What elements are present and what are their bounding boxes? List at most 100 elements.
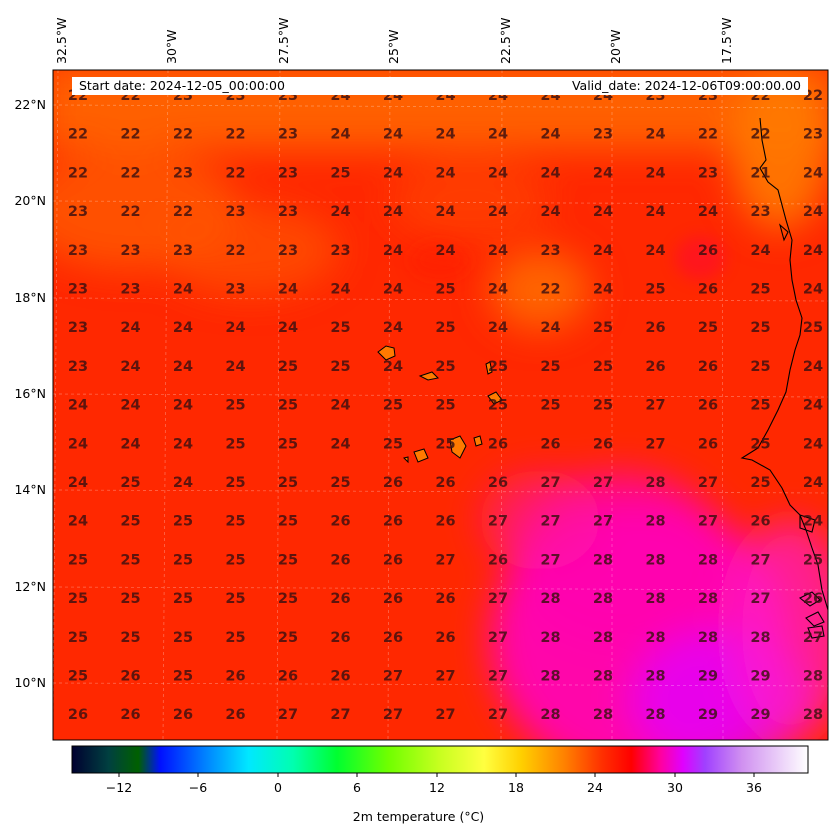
grid-value: 24 xyxy=(383,165,403,181)
grid-value: 25 xyxy=(225,630,245,646)
grid-value: 25 xyxy=(803,320,823,336)
grid-value: 24 xyxy=(173,359,193,375)
grid-value: 23 xyxy=(540,243,560,259)
grid-value: 25 xyxy=(435,282,455,298)
grid-value: 26 xyxy=(383,552,403,568)
grid-value: 24 xyxy=(750,243,770,259)
grid-value: 24 xyxy=(225,359,245,375)
grid-value: 26 xyxy=(120,707,140,723)
grid-value: 25 xyxy=(488,398,508,414)
grid-value: 22 xyxy=(173,204,193,220)
grid-value: 28 xyxy=(645,591,665,607)
grid-value: 25 xyxy=(593,320,613,336)
grid-value: 24 xyxy=(593,165,613,181)
grid-value: 24 xyxy=(383,320,403,336)
grid-value: 24 xyxy=(488,243,508,259)
grid-value: 27 xyxy=(593,514,613,530)
grid-value: 26 xyxy=(435,630,455,646)
grid-value: 25 xyxy=(750,398,770,414)
grid-value: 29 xyxy=(698,669,718,685)
lat-label: 12°N xyxy=(14,579,46,594)
grid-value: 29 xyxy=(750,669,770,685)
grid-value: 26 xyxy=(383,475,403,491)
grid-value: 23 xyxy=(278,243,298,259)
lon-label: 32.5°W xyxy=(54,17,69,64)
lat-label: 18°N xyxy=(14,290,46,305)
grid-value: 27 xyxy=(435,669,455,685)
cape-verde-islands xyxy=(377,345,503,464)
grid-value: 25 xyxy=(225,514,245,530)
grid-value: 25 xyxy=(173,514,193,530)
grid-value: 24 xyxy=(488,204,508,220)
grid-value: 22 xyxy=(173,127,193,143)
grid-value: 25 xyxy=(68,669,88,685)
grid-value: 25 xyxy=(278,591,298,607)
grid-value: 22 xyxy=(120,127,140,143)
grid-value: 26 xyxy=(435,514,455,530)
grid-value: 23 xyxy=(173,243,193,259)
grid-value: 26 xyxy=(593,436,613,452)
grid-value: 24 xyxy=(803,436,823,452)
grid-value: 26 xyxy=(750,514,770,530)
grid-value: 26 xyxy=(645,359,665,375)
grid-value: 28 xyxy=(645,552,665,568)
grid-value: 26 xyxy=(278,669,298,685)
grid-value: 22 xyxy=(120,165,140,181)
grid-value: 23 xyxy=(173,165,193,181)
header-bar: Start date: 2024-12-05_00:00:00 Valid_da… xyxy=(72,77,808,95)
colorbar-frame xyxy=(71,745,809,774)
grid-value: 23 xyxy=(593,127,613,143)
grid-value: 24 xyxy=(225,320,245,336)
grid-value: 24 xyxy=(173,436,193,452)
grid-value: 22 xyxy=(698,127,718,143)
lon-label: 27.5°W xyxy=(276,17,291,64)
grid-value: 24 xyxy=(68,398,88,414)
grid-value: 27 xyxy=(488,707,508,723)
grid-value: 28 xyxy=(593,552,613,568)
grid-value: 24 xyxy=(120,320,140,336)
grid-value: 24 xyxy=(330,127,350,143)
grid-value: 25 xyxy=(278,630,298,646)
grid-value: 25 xyxy=(225,398,245,414)
grid-value: 28 xyxy=(698,630,718,646)
grid-value: 24 xyxy=(593,243,613,259)
grid-value: 24 xyxy=(330,398,350,414)
grid-value: 25 xyxy=(120,514,140,530)
grid-value: 25 xyxy=(68,591,88,607)
grid-value: 26 xyxy=(383,630,403,646)
grid-value: 26 xyxy=(225,669,245,685)
grid-value: 28 xyxy=(698,552,718,568)
grid-value: 24 xyxy=(330,204,350,220)
grid-value: 25 xyxy=(278,436,298,452)
grid-value: 26 xyxy=(698,282,718,298)
grid-value: 25 xyxy=(383,436,403,452)
grid-value: 25 xyxy=(435,359,455,375)
grid-value: 24 xyxy=(645,127,665,143)
grid-value: 24 xyxy=(803,204,823,220)
grid-value: 26 xyxy=(330,591,350,607)
grid-value: 26 xyxy=(488,436,508,452)
grid-value: 25 xyxy=(540,398,560,414)
grid-value: 25 xyxy=(225,475,245,491)
colorbar-tick-label: 30 xyxy=(667,780,683,795)
grid-value: 26 xyxy=(803,591,823,607)
grid-value: 24 xyxy=(383,243,403,259)
grid-value: 27 xyxy=(278,707,298,723)
grid-value: 23 xyxy=(698,165,718,181)
grid-value: 26 xyxy=(120,669,140,685)
grid-value: 23 xyxy=(225,282,245,298)
grid-value: 25 xyxy=(750,436,770,452)
grid-value: 23 xyxy=(750,204,770,220)
grid-value: 25 xyxy=(750,359,770,375)
grid-value: 22 xyxy=(225,165,245,181)
grid-value: 26 xyxy=(435,475,455,491)
grid-value: 23 xyxy=(120,243,140,259)
grid-value: 28 xyxy=(645,707,665,723)
grid-value: 25 xyxy=(540,359,560,375)
grid-value: 24 xyxy=(173,398,193,414)
grid-value: 26 xyxy=(330,514,350,530)
grid-value: 28 xyxy=(593,591,613,607)
colorbar-tick-label: 0 xyxy=(274,780,282,795)
grid-value: 25 xyxy=(120,630,140,646)
grid-value: 23 xyxy=(68,243,88,259)
